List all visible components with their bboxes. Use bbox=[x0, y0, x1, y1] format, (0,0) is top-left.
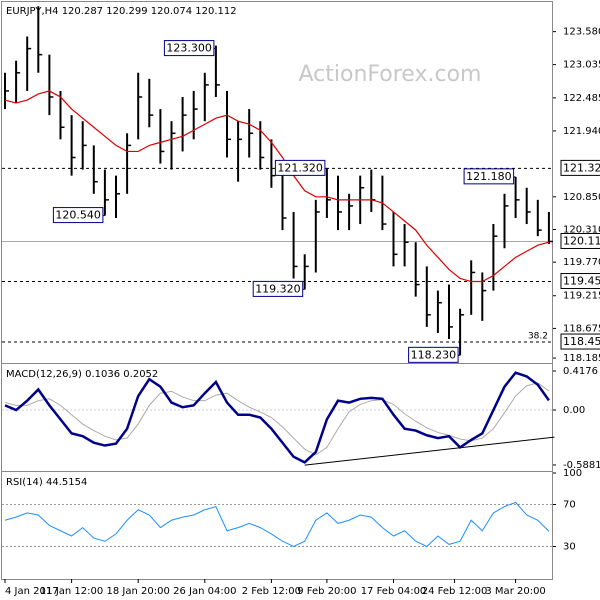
y-tick-label: 30 bbox=[563, 542, 576, 553]
x-tick-label: 2 Feb 12:00 bbox=[242, 586, 301, 597]
y-tick-label: 120.850 bbox=[563, 192, 600, 203]
frame bbox=[1, 1, 553, 580]
y-tick-label: 0.4176 bbox=[563, 366, 598, 377]
current-price-label-box bbox=[560, 232, 600, 249]
y-tick-label: 122.485 bbox=[563, 93, 600, 104]
level-label-box bbox=[560, 159, 600, 176]
annotation: 119.320 bbox=[255, 282, 301, 295]
x-tick-label: 17 Feb 04:00 bbox=[361, 586, 427, 597]
annotation: 118.230 bbox=[411, 348, 457, 361]
annotation-box bbox=[463, 168, 515, 185]
y-tick-label: 123.035 bbox=[563, 60, 600, 71]
y-tick-label: 70 bbox=[563, 500, 576, 511]
x-tick-label: 9 Feb 20:00 bbox=[297, 586, 356, 597]
level-label: 119.450 bbox=[563, 275, 600, 288]
y-tick-label: 0.00 bbox=[563, 405, 585, 416]
x-tick-label: 26 Jan 04:00 bbox=[173, 586, 236, 597]
level-label-box bbox=[560, 333, 600, 350]
x-tick-label: 11 Jan 12:00 bbox=[40, 586, 103, 597]
level-note: 38.2 bbox=[528, 332, 548, 342]
y-tick-label: 118.185 bbox=[563, 353, 600, 364]
signal-line bbox=[4, 382, 550, 456]
annotation: 121.180 bbox=[466, 170, 512, 183]
y-tick-label: 121.940 bbox=[563, 126, 600, 137]
x-tick-label: 3 Mar 20:00 bbox=[485, 586, 545, 597]
panel-title: MACD(12,26,9) 0.1036 0.2052 bbox=[6, 369, 158, 380]
annotation-box bbox=[163, 40, 215, 57]
y-tick-label: 123.580 bbox=[563, 27, 600, 38]
rsi-line bbox=[4, 501, 550, 548]
panel-title: EURJPY,H4 120.287 120.299 120.074 120.11… bbox=[6, 6, 237, 17]
current-price-label: 120.112 bbox=[563, 234, 600, 247]
annotation-box bbox=[52, 207, 104, 224]
y-tick-label: 118.675 bbox=[563, 323, 600, 334]
trendline bbox=[304, 436, 555, 466]
y-tick-label: 120.310 bbox=[563, 224, 600, 235]
annotation-box bbox=[274, 159, 326, 176]
annotation: 120.540 bbox=[55, 209, 101, 222]
annotation-box bbox=[252, 280, 304, 297]
annotation: 121.320 bbox=[277, 161, 323, 174]
watermark: ActionForex.com bbox=[299, 62, 482, 87]
x-tick-label: 4 Jan 2017 bbox=[5, 586, 59, 597]
y-tick-label: 100 bbox=[563, 468, 582, 479]
x-tick-label: 18 Jan 20:00 bbox=[107, 586, 170, 597]
moving-average bbox=[4, 90, 550, 283]
y-tick-label: -0.5881 bbox=[563, 460, 600, 471]
y-tick-label: 119.770 bbox=[563, 257, 600, 268]
x-tick-label: 24 Feb 12:00 bbox=[422, 586, 488, 597]
annotation-box bbox=[408, 346, 459, 363]
level-label: 118.450 bbox=[563, 335, 600, 348]
level-label: 121.320 bbox=[563, 161, 600, 174]
level-label-box bbox=[560, 273, 600, 290]
annotation: 123.300 bbox=[166, 42, 212, 55]
y-tick-label: 119.215 bbox=[563, 291, 600, 302]
panel-title: RSI(14) 44.5154 bbox=[6, 477, 87, 488]
macd-line bbox=[4, 371, 550, 464]
